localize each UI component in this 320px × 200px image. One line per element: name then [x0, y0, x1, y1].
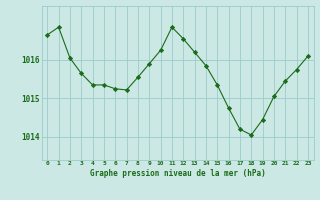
X-axis label: Graphe pression niveau de la mer (hPa): Graphe pression niveau de la mer (hPa) [90, 169, 266, 178]
